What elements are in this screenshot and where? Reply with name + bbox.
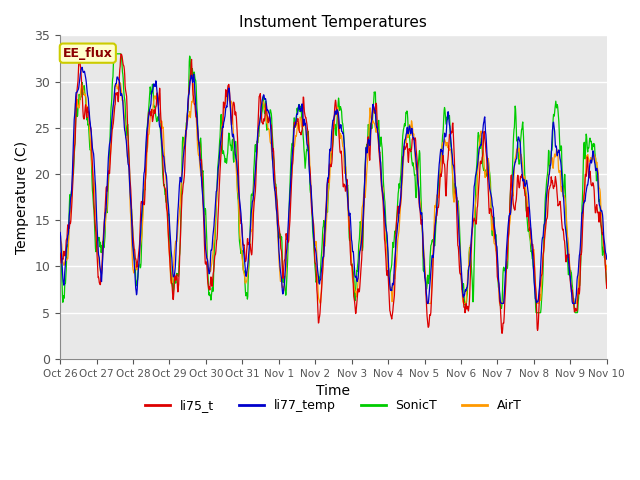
AirT [419,228,426,233]
SonicT [490,215,498,220]
AirT [178,168,186,174]
SonicT [538,288,546,293]
li77_temp [603,256,611,262]
li75_t [603,286,611,291]
SonicT [572,310,579,315]
Title: Instument Temperatures: Instument Temperatures [239,15,428,30]
AirT [56,230,64,236]
li75_t [499,330,506,336]
li75_t [165,240,173,245]
Line: li75_t: li75_t [60,54,607,333]
Legend: li75_t, li77_temp, SonicT, AirT: li75_t, li77_temp, SonicT, AirT [140,395,527,418]
li75_t [539,264,547,269]
Line: li77_temp: li77_temp [60,67,607,303]
Line: AirT: AirT [60,83,607,303]
AirT [424,300,431,306]
li77_temp [419,226,426,232]
li77_temp [178,170,186,176]
li77_temp [165,208,173,214]
li75_t [419,228,426,234]
li75_t [56,250,64,256]
AirT [490,241,498,247]
li77_temp [78,64,86,70]
AirT [603,267,611,273]
SonicT [419,230,426,236]
AirT [165,244,173,250]
li77_temp [490,222,498,228]
AirT [116,80,124,85]
li77_temp [539,235,547,240]
SonicT [110,51,118,57]
AirT [239,266,247,272]
li77_temp [239,245,247,251]
Y-axis label: Temperature (C): Temperature (C) [15,141,29,254]
AirT [539,262,547,267]
Line: SonicT: SonicT [60,54,607,312]
SonicT [178,155,186,160]
li77_temp [424,300,431,306]
li75_t [178,192,186,198]
X-axis label: Time: Time [316,384,351,398]
li75_t [117,51,125,57]
Text: EE_flux: EE_flux [63,47,113,60]
SonicT [239,266,247,272]
SonicT [56,262,64,268]
SonicT [165,211,173,217]
li77_temp [56,229,64,235]
li75_t [490,226,498,231]
SonicT [603,284,611,289]
li75_t [239,241,247,247]
